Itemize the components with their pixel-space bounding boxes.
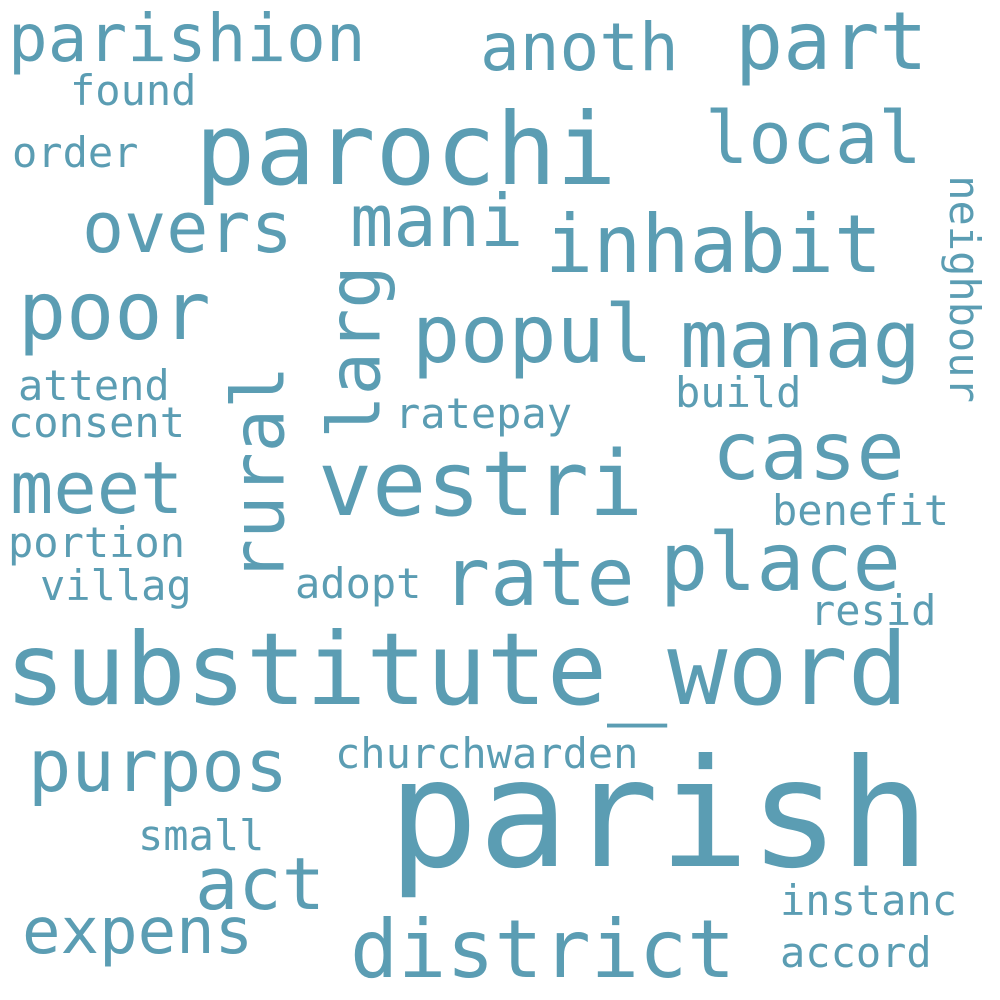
cloud-word-district: district <box>350 903 736 996</box>
cloud-word-accord: accord <box>780 928 932 977</box>
cloud-word-found: found <box>70 66 197 115</box>
cloud-word-ratepay: ratepay <box>395 389 573 438</box>
cloud-word-benefit: benefit <box>772 486 950 535</box>
cloud-word-part: part <box>735 0 928 88</box>
cloud-word-parishion: parishion <box>8 0 366 77</box>
cloud-word-parochi: parochi <box>195 91 617 208</box>
cloud-word-portion: portion <box>8 518 186 567</box>
cloud-word-manag: manag <box>680 293 921 386</box>
cloud-word-purpos: purpos <box>28 724 289 808</box>
cloud-word-attend: attend <box>18 361 170 410</box>
cloud-word-larg: larg <box>312 264 397 439</box>
cloud-word-overs: overs <box>82 187 293 269</box>
cloud-word-local: local <box>705 96 922 180</box>
cloud-word-small: small <box>138 811 265 860</box>
cloud-word-rate: rate <box>442 531 635 624</box>
cloud-word-villag: villag <box>40 561 192 610</box>
cloud-word-churchwarden: churchwarden <box>335 729 639 778</box>
cloud-word-rural: rural <box>215 365 300 582</box>
cloud-word-order: order <box>12 128 139 177</box>
cloud-word-popul: popul <box>412 288 653 381</box>
cloud-word-instanc: instanc <box>780 876 958 925</box>
cloud-word-adopt: adopt <box>295 559 422 608</box>
cloud-word-consent: consent <box>8 398 186 447</box>
cloud-word-act: act <box>195 842 326 926</box>
cloud-word-case: case <box>712 405 905 498</box>
cloud-word-resid: resid <box>810 586 937 635</box>
cloud-word-meet: meet <box>10 446 184 530</box>
cloud-word-build: build <box>675 368 802 417</box>
cloud-word-neighbour: neighbour <box>939 175 989 403</box>
cloud-word-poor: poor <box>18 265 211 358</box>
cloud-word-anoth: anoth <box>480 9 679 86</box>
cloud-word-mani: mani <box>350 179 524 263</box>
cloud-word-parish: parish <box>388 728 930 902</box>
cloud-word-inhabit: inhabit <box>545 198 883 291</box>
cloud-word-substitute-word: substitute_word <box>5 611 909 728</box>
cloud-word-expens: expens <box>22 895 254 969</box>
cloud-word-vestri: vestri <box>318 432 644 537</box>
cloud-word-place: place <box>660 516 901 609</box>
